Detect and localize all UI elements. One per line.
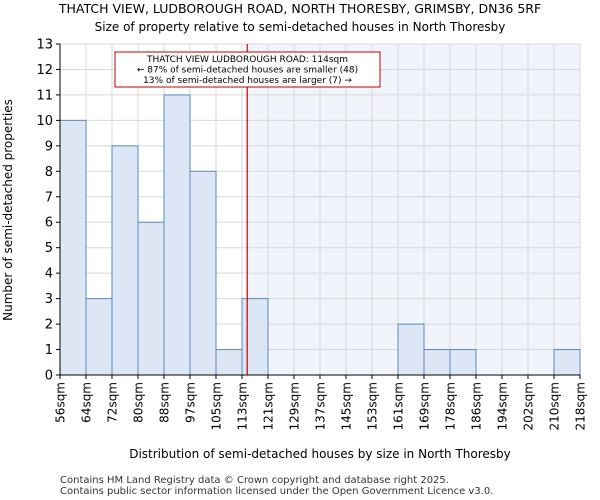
bar [553,349,581,376]
y-tick-label: 3 [45,292,53,307]
bar [163,94,191,376]
bar [423,349,451,376]
x-tick-label: 80sqm [132,382,146,423]
x-tick-label: 121sqm [262,382,276,430]
x-tick-label: 210sqm [548,382,562,430]
x-tick-label: 72sqm [106,382,120,423]
y-tick-label: 7 [45,190,53,205]
bar [137,221,165,376]
x-tick-label: 137sqm [314,382,328,430]
chart-title: THATCH VIEW, LUDBOROUGH ROAD, NORTH THOR… [58,1,541,16]
x-tick-label: 178sqm [444,382,458,430]
x-axis-label: Distribution of semi-detached houses by … [129,447,511,461]
bar [397,323,425,376]
bar [241,298,269,376]
y-tick-label: 5 [45,241,53,256]
y-tick-label: 0 [45,369,53,384]
x-tick-label: 129sqm [288,382,302,430]
chart-subtitle: Size of property relative to semi-detach… [95,20,506,34]
annotation-line: ← 87% of semi-detached houses are smalle… [137,66,358,76]
x-tick-label: 105sqm [210,382,224,430]
bar [215,349,243,376]
x-tick-label: 56sqm [54,382,68,423]
bar [189,170,217,376]
bar [85,298,113,376]
y-tick-label: 1 [45,343,53,358]
x-tick-label: 169sqm [418,382,432,430]
x-tick-label: 145sqm [340,382,354,430]
highlight-region [247,44,580,375]
x-tick-label: 64sqm [80,382,94,423]
annotation-line: THATCH VIEW LUDBOROUGH ROAD: 114sqm [146,55,348,65]
y-tick-label: 9 [45,139,53,154]
y-tick-label: 6 [45,216,53,231]
x-tick-label: 202sqm [522,382,536,430]
y-tick-label: 10 [36,114,53,129]
y-tick-label: 13 [36,38,53,53]
x-tick-label: 153sqm [366,382,380,430]
footer-line-1: Contains HM Land Registry data © Crown c… [60,475,449,486]
x-tick-label: 186sqm [470,382,484,430]
footer-line-2: Contains public sector information licen… [60,486,493,497]
bar [111,145,139,376]
annotation-line: 13% of semi-detached houses are larger (… [143,76,352,86]
x-tick-label: 161sqm [392,382,406,430]
y-tick-label: 12 [36,63,53,78]
y-tick-label: 4 [45,267,53,282]
x-tick-label: 218sqm [574,382,588,430]
y-tick-label: 2 [45,318,53,333]
x-tick-label: 88sqm [158,382,172,423]
bar [449,349,477,376]
annotation-box [114,51,381,88]
y-tick-label: 8 [45,165,53,180]
x-tick-label: 97sqm [184,382,198,423]
y-tick-label: 11 [36,88,53,103]
bar [59,119,87,376]
y-axis-label: Number of semi-detached properties [1,99,15,321]
x-tick-label: 194sqm [496,382,510,430]
x-tick-label: 113sqm [236,382,250,430]
